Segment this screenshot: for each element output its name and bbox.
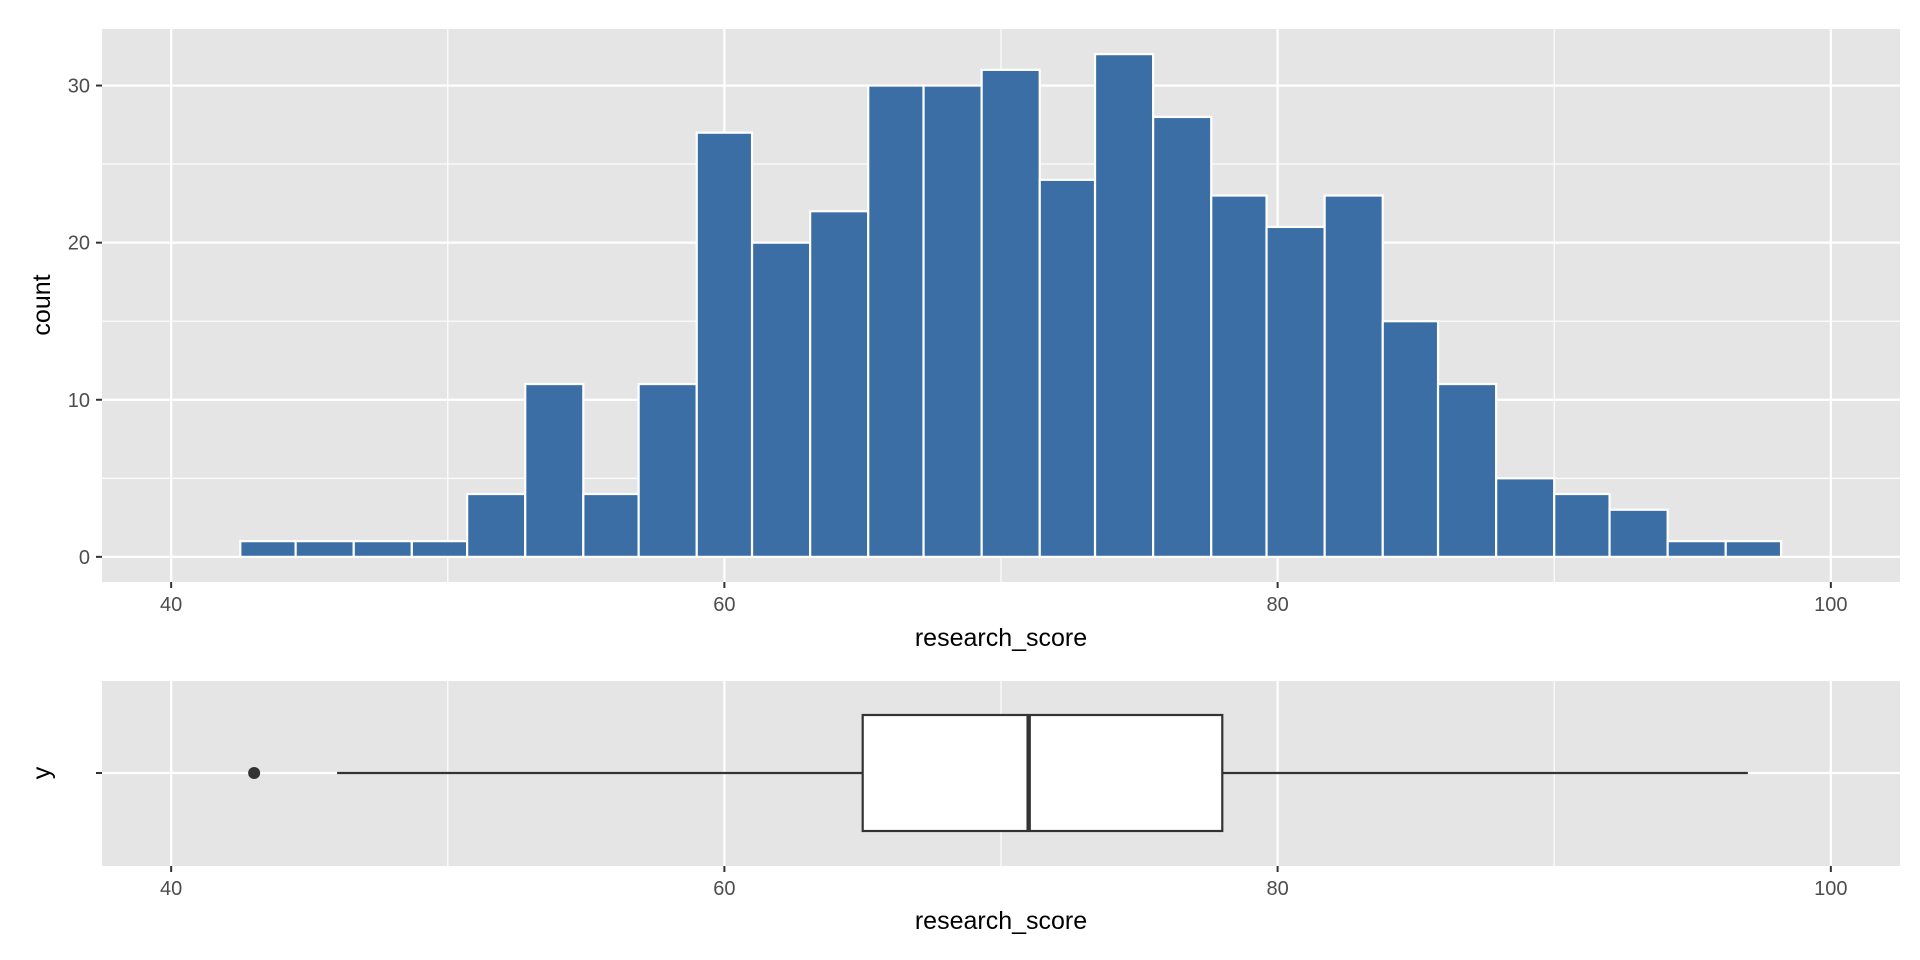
histogram-y-tick-label: 0	[79, 547, 90, 569]
histogram-bar	[922, 84, 983, 558]
histogram-y-ticks: 0 10 20 30	[68, 76, 102, 569]
histogram-bar	[1210, 194, 1268, 558]
histogram-bar	[1666, 540, 1727, 558]
histogram-bar	[1038, 178, 1097, 558]
histogram-x-tick-label: 100	[1814, 594, 1847, 616]
histogram-bar	[1495, 477, 1556, 558]
boxplot-y-axis-title: y	[28, 766, 56, 779]
boxplot-box	[861, 713, 1224, 833]
histogram-x-tick-label: 60	[713, 594, 735, 616]
histogram-x-tick-label: 80	[1266, 594, 1288, 616]
histogram-bar	[1152, 115, 1213, 558]
boxplot-x-tick-label: 40	[160, 878, 182, 900]
histogram-bar	[750, 241, 812, 558]
histogram-bar	[1093, 53, 1155, 558]
boxplot-x-tick-label: 60	[713, 878, 735, 900]
histogram-bar	[352, 540, 413, 558]
boxplot-outlier-point	[248, 767, 261, 779]
histogram-bar	[1553, 492, 1611, 558]
histogram-y-tick-label: 10	[68, 390, 90, 412]
histogram-y-axis-title: count	[28, 274, 56, 335]
histogram-x-tick-label: 40	[160, 594, 182, 616]
boxplot-x-tick-label: 80	[1266, 878, 1288, 900]
histogram-bar	[637, 382, 698, 558]
boxplot-x-ticks: 40 60 80 100	[160, 866, 1848, 900]
histogram-bar	[582, 492, 640, 558]
histogram-x-axis-title: research_score	[915, 624, 1087, 652]
histogram-bars	[239, 53, 1783, 558]
histogram-bar	[1265, 225, 1326, 558]
boxplot-panel: 40 60 80 100 research_score y	[28, 681, 1900, 935]
histogram-bar	[1323, 194, 1384, 558]
boxplot-x-axis-title: research_score	[915, 907, 1087, 935]
histogram-bar	[410, 540, 469, 558]
histogram-bar	[1381, 320, 1440, 558]
boxplot-marks	[248, 713, 1748, 833]
histogram-bar	[1436, 382, 1498, 558]
histogram-bar	[239, 540, 297, 558]
histogram-bar	[695, 131, 754, 558]
histogram-bar	[809, 210, 870, 558]
histogram-bar	[294, 540, 355, 558]
boxplot-x-tick-label: 100	[1814, 878, 1847, 900]
histogram-x-ticks: 40 60 80 100	[160, 582, 1848, 616]
histogram-bar	[1608, 508, 1669, 558]
histogram-bar	[1724, 540, 1783, 558]
histogram-bar	[466, 492, 527, 558]
histogram-bar	[980, 68, 1041, 558]
histogram-y-tick-label: 20	[68, 233, 90, 255]
histogram-panel: 0 10 20 30 40 60 80 100 research_score count	[28, 29, 1900, 652]
histogram-bar	[867, 84, 925, 558]
histogram-bar	[524, 382, 585, 558]
histogram-y-tick-label: 30	[68, 76, 90, 98]
